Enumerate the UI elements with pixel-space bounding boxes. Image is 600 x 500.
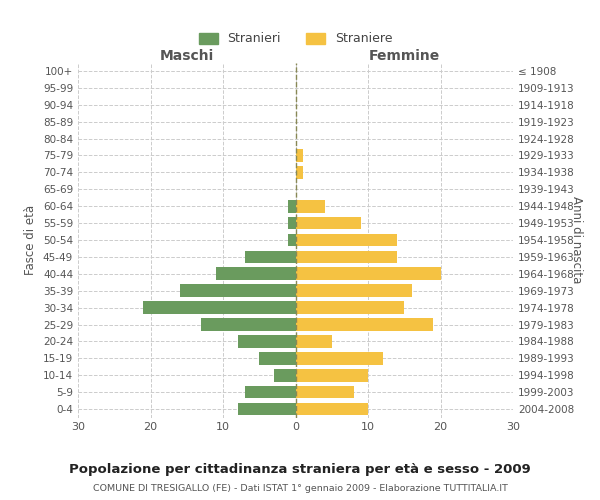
- Y-axis label: Fasce di età: Fasce di età: [25, 205, 37, 275]
- Bar: [259, 352, 296, 364]
- Text: Femmine: Femmine: [368, 50, 440, 64]
- Bar: [296, 200, 325, 212]
- Bar: [296, 369, 368, 382]
- Text: Popolazione per cittadinanza straniera per età e sesso - 2009: Popolazione per cittadinanza straniera p…: [69, 462, 531, 475]
- Text: Maschi: Maschi: [160, 50, 214, 64]
- Bar: [143, 302, 296, 314]
- Bar: [238, 335, 296, 348]
- Bar: [296, 318, 433, 331]
- Bar: [288, 234, 296, 246]
- Bar: [296, 149, 303, 162]
- Bar: [245, 250, 296, 263]
- Text: COMUNE DI TRESIGALLO (FE) - Dati ISTAT 1° gennaio 2009 - Elaborazione TUTTITALIA: COMUNE DI TRESIGALLO (FE) - Dati ISTAT 1…: [92, 484, 508, 493]
- Bar: [179, 284, 296, 297]
- Bar: [296, 302, 404, 314]
- Bar: [245, 386, 296, 398]
- Bar: [296, 250, 397, 263]
- Bar: [296, 402, 368, 415]
- Bar: [296, 268, 440, 280]
- Bar: [296, 166, 303, 178]
- Bar: [296, 217, 361, 230]
- Bar: [238, 402, 296, 415]
- Bar: [216, 268, 296, 280]
- Bar: [296, 386, 353, 398]
- Bar: [274, 369, 296, 382]
- Bar: [296, 284, 412, 297]
- Y-axis label: Anni di nascita: Anni di nascita: [570, 196, 583, 284]
- Bar: [288, 217, 296, 230]
- Bar: [288, 200, 296, 212]
- Bar: [296, 234, 397, 246]
- Bar: [296, 335, 332, 348]
- Legend: Stranieri, Straniere: Stranieri, Straniere: [193, 26, 398, 52]
- Bar: [201, 318, 296, 331]
- Bar: [296, 352, 383, 364]
